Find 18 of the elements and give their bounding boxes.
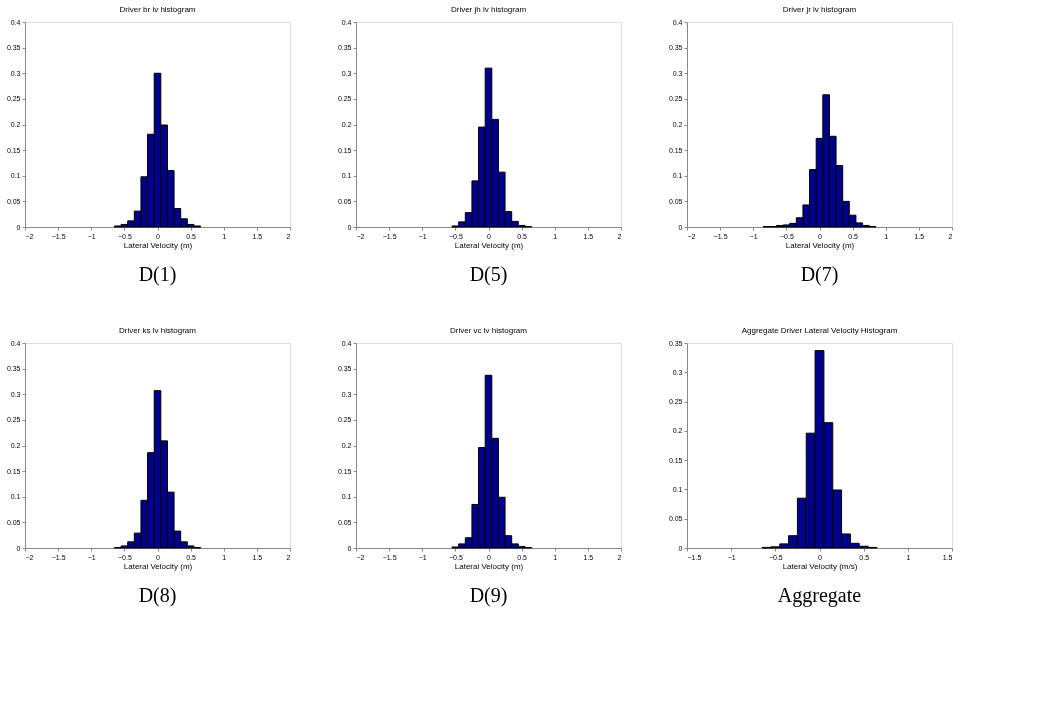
x-axis-title: Lateral Velocity (m/s) [782, 561, 858, 571]
text: Aggregate [777, 584, 862, 607]
chart-title: Driver vc lv histogram [450, 326, 528, 335]
text: D(5) [469, 263, 508, 286]
chart-title: Aggregate Driver Lateral Velocity Histogram [741, 326, 898, 335]
x-axis-title: Lateral Velocity (m) [454, 240, 524, 250]
chart-title: Driver ks lv histogram [119, 326, 197, 335]
x-axis-title: Lateral Velocity (m) [785, 240, 855, 250]
chart-title: Driver br lv histogram [119, 5, 196, 14]
x-axis-title: Lateral Velocity (m) [454, 561, 524, 571]
chart-title: Driver jh lv histogram [450, 5, 527, 14]
text: D(8) [138, 584, 177, 607]
x-axis-title: Lateral Velocity (m) [123, 240, 193, 250]
chart-title: Driver jr lv histogram [782, 5, 857, 14]
text: D(9) [469, 584, 508, 607]
text: D(7) [800, 263, 839, 286]
x-axis-title: Lateral Velocity (m) [123, 561, 193, 571]
text: D(1) [138, 263, 177, 286]
